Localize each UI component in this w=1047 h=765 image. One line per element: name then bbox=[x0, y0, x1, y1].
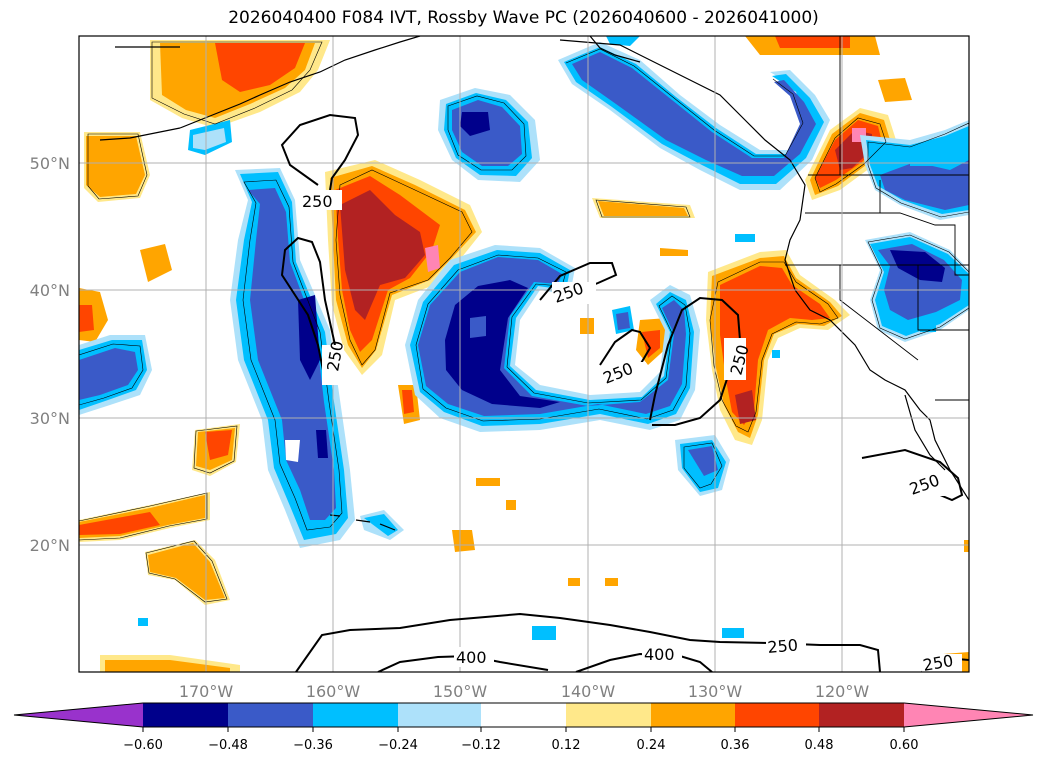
colorbar-extend-min bbox=[14, 703, 143, 727]
colorbar-tick-label: 0.12 bbox=[552, 738, 581, 753]
lat-tick-label: 40°N bbox=[30, 281, 70, 300]
colorbar-segment bbox=[481, 703, 566, 727]
contour-label: 400 bbox=[456, 648, 487, 667]
colorbar-segment bbox=[398, 703, 481, 727]
colorbar-segment bbox=[735, 703, 819, 727]
positive-anomaly-region-central bbox=[325, 160, 482, 375]
figure-title: 2026040400 F084 IVT, Rossby Wave PC (202… bbox=[228, 8, 819, 28]
contour-label: 250 bbox=[767, 635, 799, 657]
lat-tick-label: 50°N bbox=[30, 154, 70, 173]
contour-line-250-east bbox=[649, 296, 742, 426]
colorbar-tick-label: −0.24 bbox=[378, 738, 418, 753]
lat-tick-labels: 20°N 30°N 40°N 50°N bbox=[30, 154, 70, 555]
negative-anomaly-region-east-small bbox=[138, 120, 969, 640]
contour-line-250-north bbox=[280, 113, 360, 191]
ivt-anomaly-fill bbox=[79, 36, 969, 672]
anomaly-outline-lines bbox=[79, 41, 969, 603]
colorbar-segment bbox=[228, 703, 313, 727]
colorbar-segment bbox=[566, 703, 651, 727]
colorbar-tick-label: 0.24 bbox=[637, 738, 666, 753]
positive-anomaly-region-northeast bbox=[745, 36, 880, 55]
contour-labels: 250 250 250 250 250 250 250 250 400 400 bbox=[300, 190, 962, 675]
lon-tick-label: 120°W bbox=[815, 682, 870, 701]
contour-line-250-central bbox=[539, 262, 618, 301]
lon-tick-label: 140°W bbox=[561, 682, 616, 701]
political-borders bbox=[785, 36, 969, 401]
lon-tick-label: 130°W bbox=[688, 682, 743, 701]
positive-anomaly-region-north bbox=[150, 40, 330, 128]
colorbar-ticks bbox=[142, 727, 905, 732]
lon-tick-label: 150°W bbox=[433, 682, 488, 701]
lon-tick-labels: 170°W 160°W 150°W 140°W 130°W 120°W bbox=[179, 682, 870, 701]
contour-line-250-southeast bbox=[861, 448, 964, 502]
lat-tick-label: 30°N bbox=[30, 409, 70, 428]
negative-anomaly-region-northeast-band bbox=[558, 36, 830, 190]
contour-line-250-south bbox=[295, 612, 881, 672]
colorbar-tick-label: 0.36 bbox=[721, 738, 750, 753]
positive-anomaly-region-coastal bbox=[706, 250, 850, 445]
colorbar-tick-label: −0.48 bbox=[208, 738, 248, 753]
positive-anomaly-region-west bbox=[84, 132, 150, 202]
colorbar-tick-label: −0.60 bbox=[123, 738, 163, 753]
negative-anomaly-region-central-ring bbox=[405, 245, 700, 432]
colorbar-segment bbox=[143, 703, 228, 727]
colorbar-tick-label: 0.60 bbox=[890, 738, 919, 753]
map-frame bbox=[78, 35, 970, 673]
contour-label: 250 bbox=[302, 192, 333, 211]
colorbar-tick-label: 0.48 bbox=[805, 738, 834, 753]
contour-label: 400 bbox=[644, 645, 675, 664]
colorbar: −0.60 −0.48 −0.36 −0.24 −0.12 0.12 0.24 … bbox=[13, 702, 1034, 753]
contour-line-250-west bbox=[280, 236, 336, 376]
lon-tick-label: 170°W bbox=[179, 682, 234, 701]
colorbar-tick-label: −0.36 bbox=[293, 738, 333, 753]
colorbar-segment bbox=[819, 703, 904, 727]
colorbar-extend-max bbox=[904, 703, 1033, 727]
colorbar-segment bbox=[651, 703, 735, 727]
colorbar-segment bbox=[313, 703, 398, 727]
lat-tick-label: 20°N bbox=[30, 536, 70, 555]
lon-tick-label: 160°W bbox=[306, 682, 361, 701]
negative-anomaly-region-west-band bbox=[79, 120, 355, 548]
colorbar-tick-label: −0.12 bbox=[461, 738, 501, 753]
